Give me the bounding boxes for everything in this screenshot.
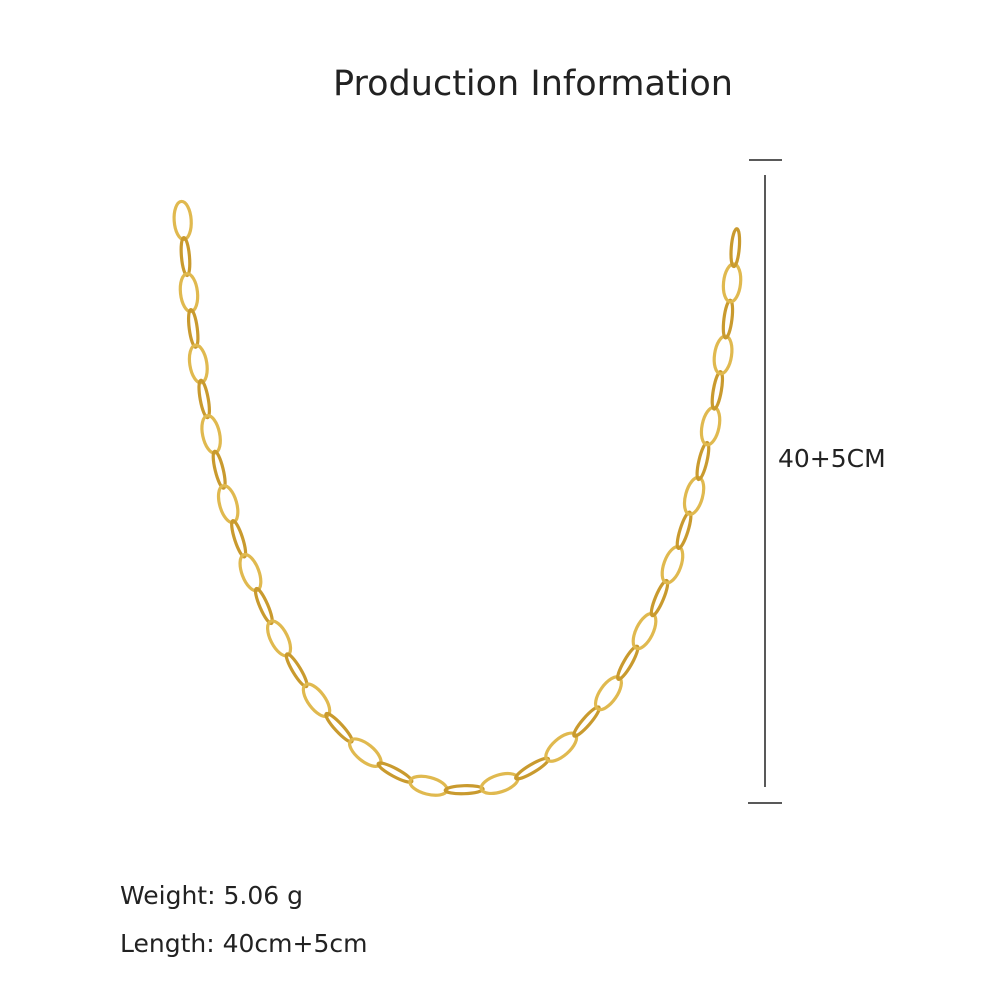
title: Production Information — [333, 64, 733, 104]
chain-link — [324, 711, 354, 744]
length: Length: 40cm+5cm — [120, 929, 367, 958]
chain-link — [211, 449, 227, 490]
chain-link — [230, 519, 248, 559]
necklace — [172, 199, 743, 797]
chain-link — [695, 440, 711, 482]
chain-link — [301, 682, 332, 718]
chain-link — [514, 756, 551, 781]
chain-link — [443, 784, 485, 796]
chain-link — [649, 578, 670, 618]
chain-link — [572, 705, 601, 738]
chain-link — [186, 308, 200, 349]
chain-link — [187, 343, 209, 385]
weight: Weight: 5.06 g — [120, 881, 303, 910]
chain-link — [197, 378, 211, 420]
chain-link — [284, 652, 309, 689]
chain-link — [179, 236, 192, 278]
chain-link — [710, 370, 725, 411]
chain-link — [616, 644, 640, 681]
chain-link — [675, 510, 693, 551]
chain-link — [376, 761, 414, 784]
chain-link — [253, 586, 274, 626]
chain-link — [721, 262, 743, 304]
dimension-line — [748, 159, 782, 804]
chain-link — [729, 227, 742, 269]
chain-link — [682, 475, 706, 516]
dimension-label: 40+5CM — [778, 444, 886, 473]
